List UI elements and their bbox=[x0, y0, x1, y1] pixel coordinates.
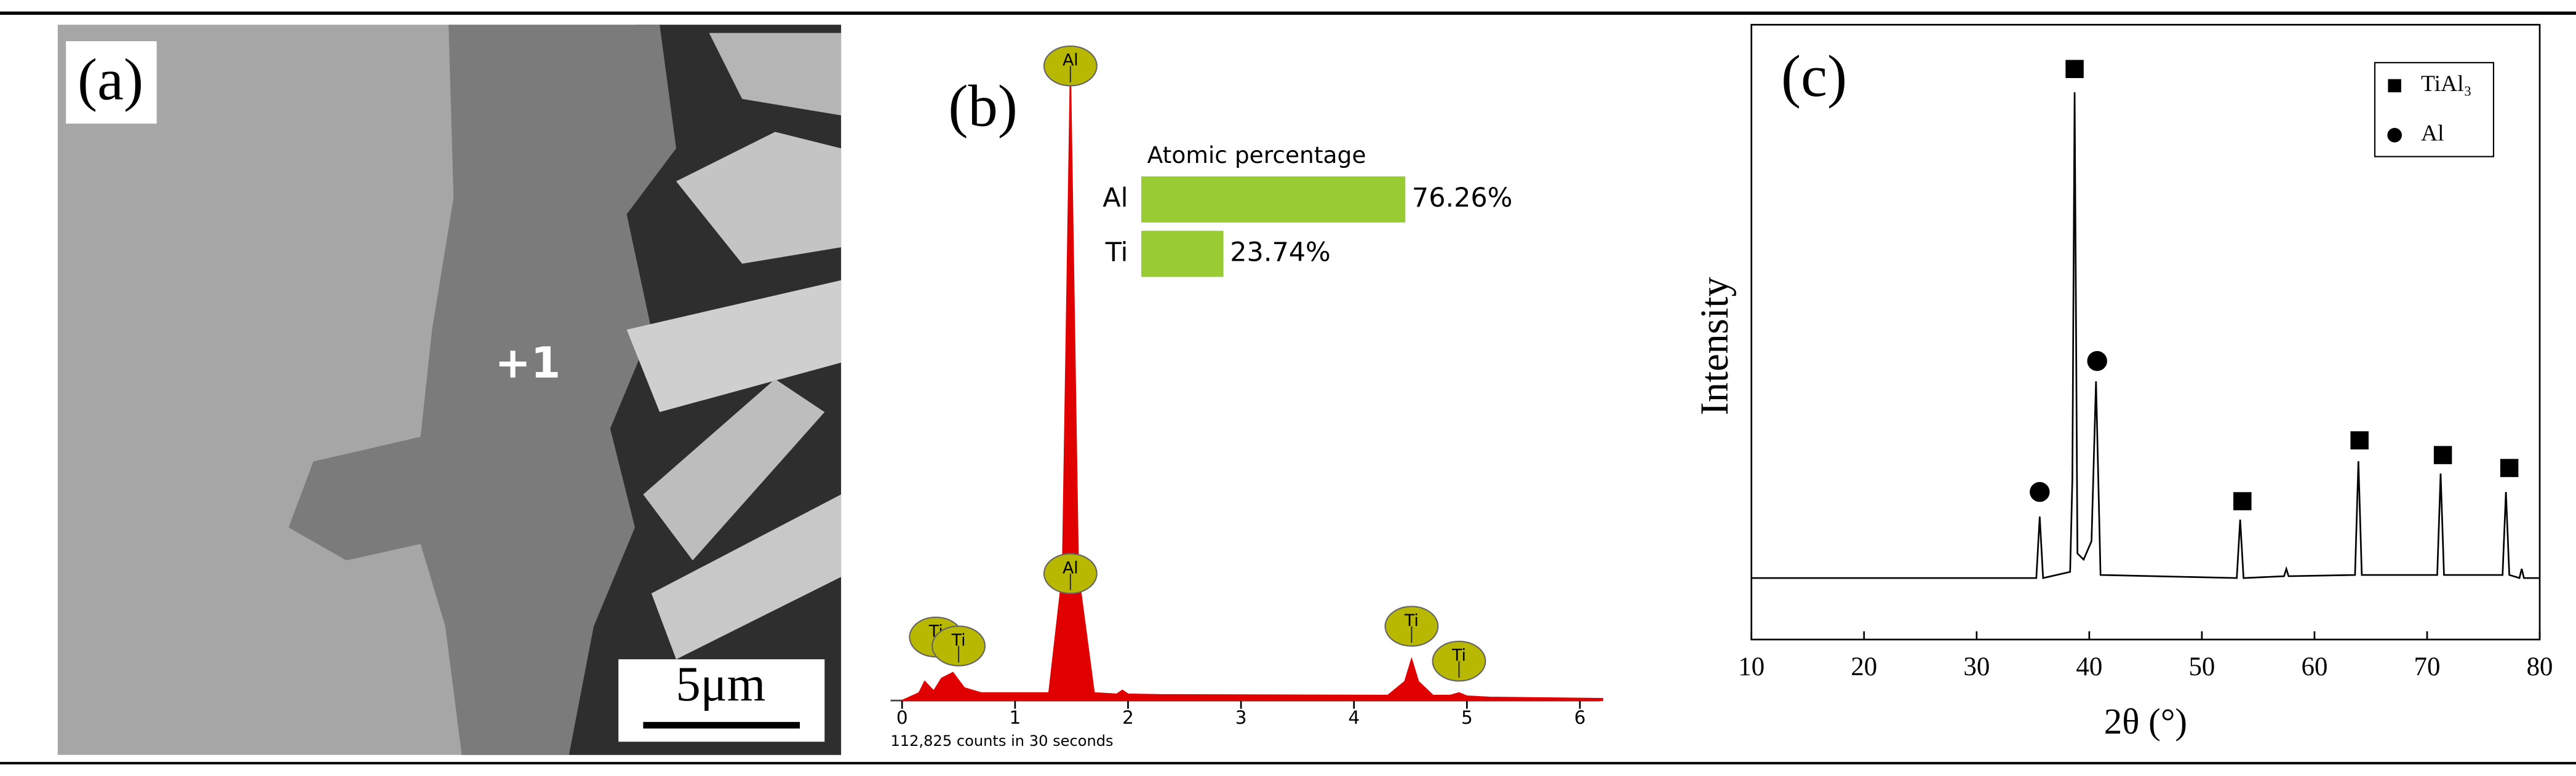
sem-crystal bbox=[676, 132, 842, 264]
x-tick-label: 0 bbox=[896, 707, 908, 728]
panel-label: (c) bbox=[1781, 43, 1847, 109]
scale-bar-label: 5μm bbox=[676, 657, 765, 711]
x-tick-label: 70 bbox=[2414, 652, 2441, 681]
sem-crystal bbox=[709, 33, 842, 116]
bar-value-label: 23.74% bbox=[1230, 237, 1330, 267]
x-tick-label: 1 bbox=[1009, 707, 1021, 728]
x-tick-label: 80 bbox=[2527, 652, 2553, 681]
label-box bbox=[66, 41, 157, 124]
x-tick-label: 3 bbox=[1235, 707, 1247, 728]
legend-marker bbox=[2387, 128, 2402, 143]
x-tick-label: 60 bbox=[2302, 652, 2328, 681]
phase-marker bbox=[2500, 459, 2519, 477]
panel-label: (a) bbox=[78, 47, 143, 113]
phase-marker bbox=[2233, 492, 2252, 510]
legend-label: TiAl₃ bbox=[2421, 71, 2472, 97]
phase-marker bbox=[2433, 446, 2452, 464]
phase-marker bbox=[2350, 431, 2369, 449]
y-axis-label: Intensity bbox=[1693, 277, 1736, 415]
x-tick-label: 40 bbox=[2076, 652, 2102, 681]
sem-phase-region bbox=[289, 25, 677, 755]
plot-frame bbox=[1750, 23, 2541, 641]
point-label: +1 bbox=[495, 338, 560, 388]
x-tick-label: 4 bbox=[1348, 707, 1360, 728]
x-tick-label: 2 bbox=[1122, 707, 1134, 728]
x-tick-label: 5 bbox=[1461, 707, 1473, 728]
x-tick-label: 10 bbox=[1738, 652, 1765, 681]
bar bbox=[1141, 231, 1224, 277]
x-axis-label: 2θ (°) bbox=[2104, 701, 2187, 742]
spectrum-area bbox=[901, 74, 1603, 702]
sem-crystal bbox=[626, 280, 842, 413]
bar-title: Atomic percentage bbox=[1147, 141, 1366, 168]
bar-category: Al bbox=[1103, 183, 1128, 213]
peak-label: Ti bbox=[1451, 646, 1466, 665]
caption: 112,825 counts in 30 seconds bbox=[890, 732, 1113, 750]
sem-image: (a) +1 5μm bbox=[57, 25, 842, 755]
x-tick-label: 6 bbox=[1574, 707, 1586, 728]
peak-label: Al bbox=[1063, 558, 1079, 577]
peak-label: Al bbox=[1063, 51, 1079, 70]
peak-label: Ti bbox=[951, 631, 966, 650]
panel-label: (b) bbox=[948, 73, 1018, 138]
legend-label: Al bbox=[2421, 121, 2444, 146]
sem-crystal bbox=[651, 494, 842, 660]
legend-marker bbox=[2388, 79, 2401, 93]
phase-marker bbox=[2087, 350, 2107, 371]
x-tick-label: 50 bbox=[2188, 652, 2215, 681]
bar-category: Ti bbox=[1105, 237, 1128, 267]
phase-marker bbox=[2030, 481, 2050, 502]
sem-crystal bbox=[643, 379, 825, 561]
x-tick-label: 20 bbox=[1851, 652, 1877, 681]
x-tick-label: 30 bbox=[1963, 652, 1990, 681]
pattern-line bbox=[1751, 92, 2540, 579]
peak-label: Ti bbox=[1404, 611, 1419, 630]
bar bbox=[1141, 176, 1406, 223]
phase-marker bbox=[2065, 60, 2084, 78]
bar-value-label: 76.26% bbox=[1412, 183, 1512, 213]
